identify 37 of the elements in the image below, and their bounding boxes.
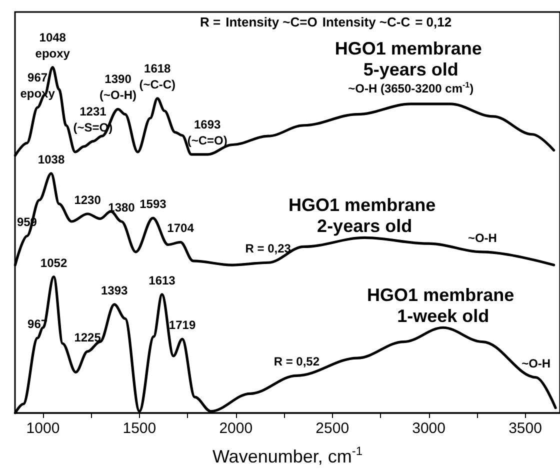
annotation: R = 0,52 [274,354,320,369]
series-label: HGO1 membrane 2-years old [288,195,441,236]
annotation: (~O-H) [100,88,137,102]
annotation: 1613 [148,273,176,288]
annotation: (~C-C) [139,77,176,92]
annotation: R = 0,23 [245,242,292,256]
annotation: ~O-H [468,230,497,245]
annotation: epoxy [35,46,70,60]
annotation: 1038 [38,152,65,166]
annotation: 1719 [168,318,196,332]
annotation: (~C=O) [187,133,228,148]
annotation: 1048 [39,30,66,44]
annotation: 967 [28,70,48,84]
text: = 0,12 [415,14,452,30]
annotation: 1393 [101,283,128,298]
x-tick-label: 3000 [412,420,446,437]
annotation: 1593 [140,197,167,212]
x-tick-label: 3500 [508,420,542,437]
annotation: 1225 [74,330,102,344]
annotation: 1704 [167,221,194,236]
x-tick-label: 2000 [219,420,253,437]
annotation: 1693 [194,117,222,132]
text: Intensity ~C-C [322,14,411,30]
annotation: 1618 [144,61,172,76]
annotation: 1052 [40,256,68,270]
text: R = [200,14,221,30]
annotation: 1230 [74,192,102,207]
x-tick-label: 1500 [122,420,156,437]
annotation: 1231 [80,104,107,118]
x-tick-label: 2500 [316,420,350,437]
x-tick-label: 1000 [26,420,60,437]
series-label: HGO1 membrane 1-week old [367,285,520,326]
annotation: ~O-H [522,356,551,370]
annotation: 1390 [104,72,132,86]
annotation: 1380 [108,200,136,214]
text: Intensity ~C=O [226,14,318,30]
series-label: HGO1 membrane 5-years old [334,38,487,80]
